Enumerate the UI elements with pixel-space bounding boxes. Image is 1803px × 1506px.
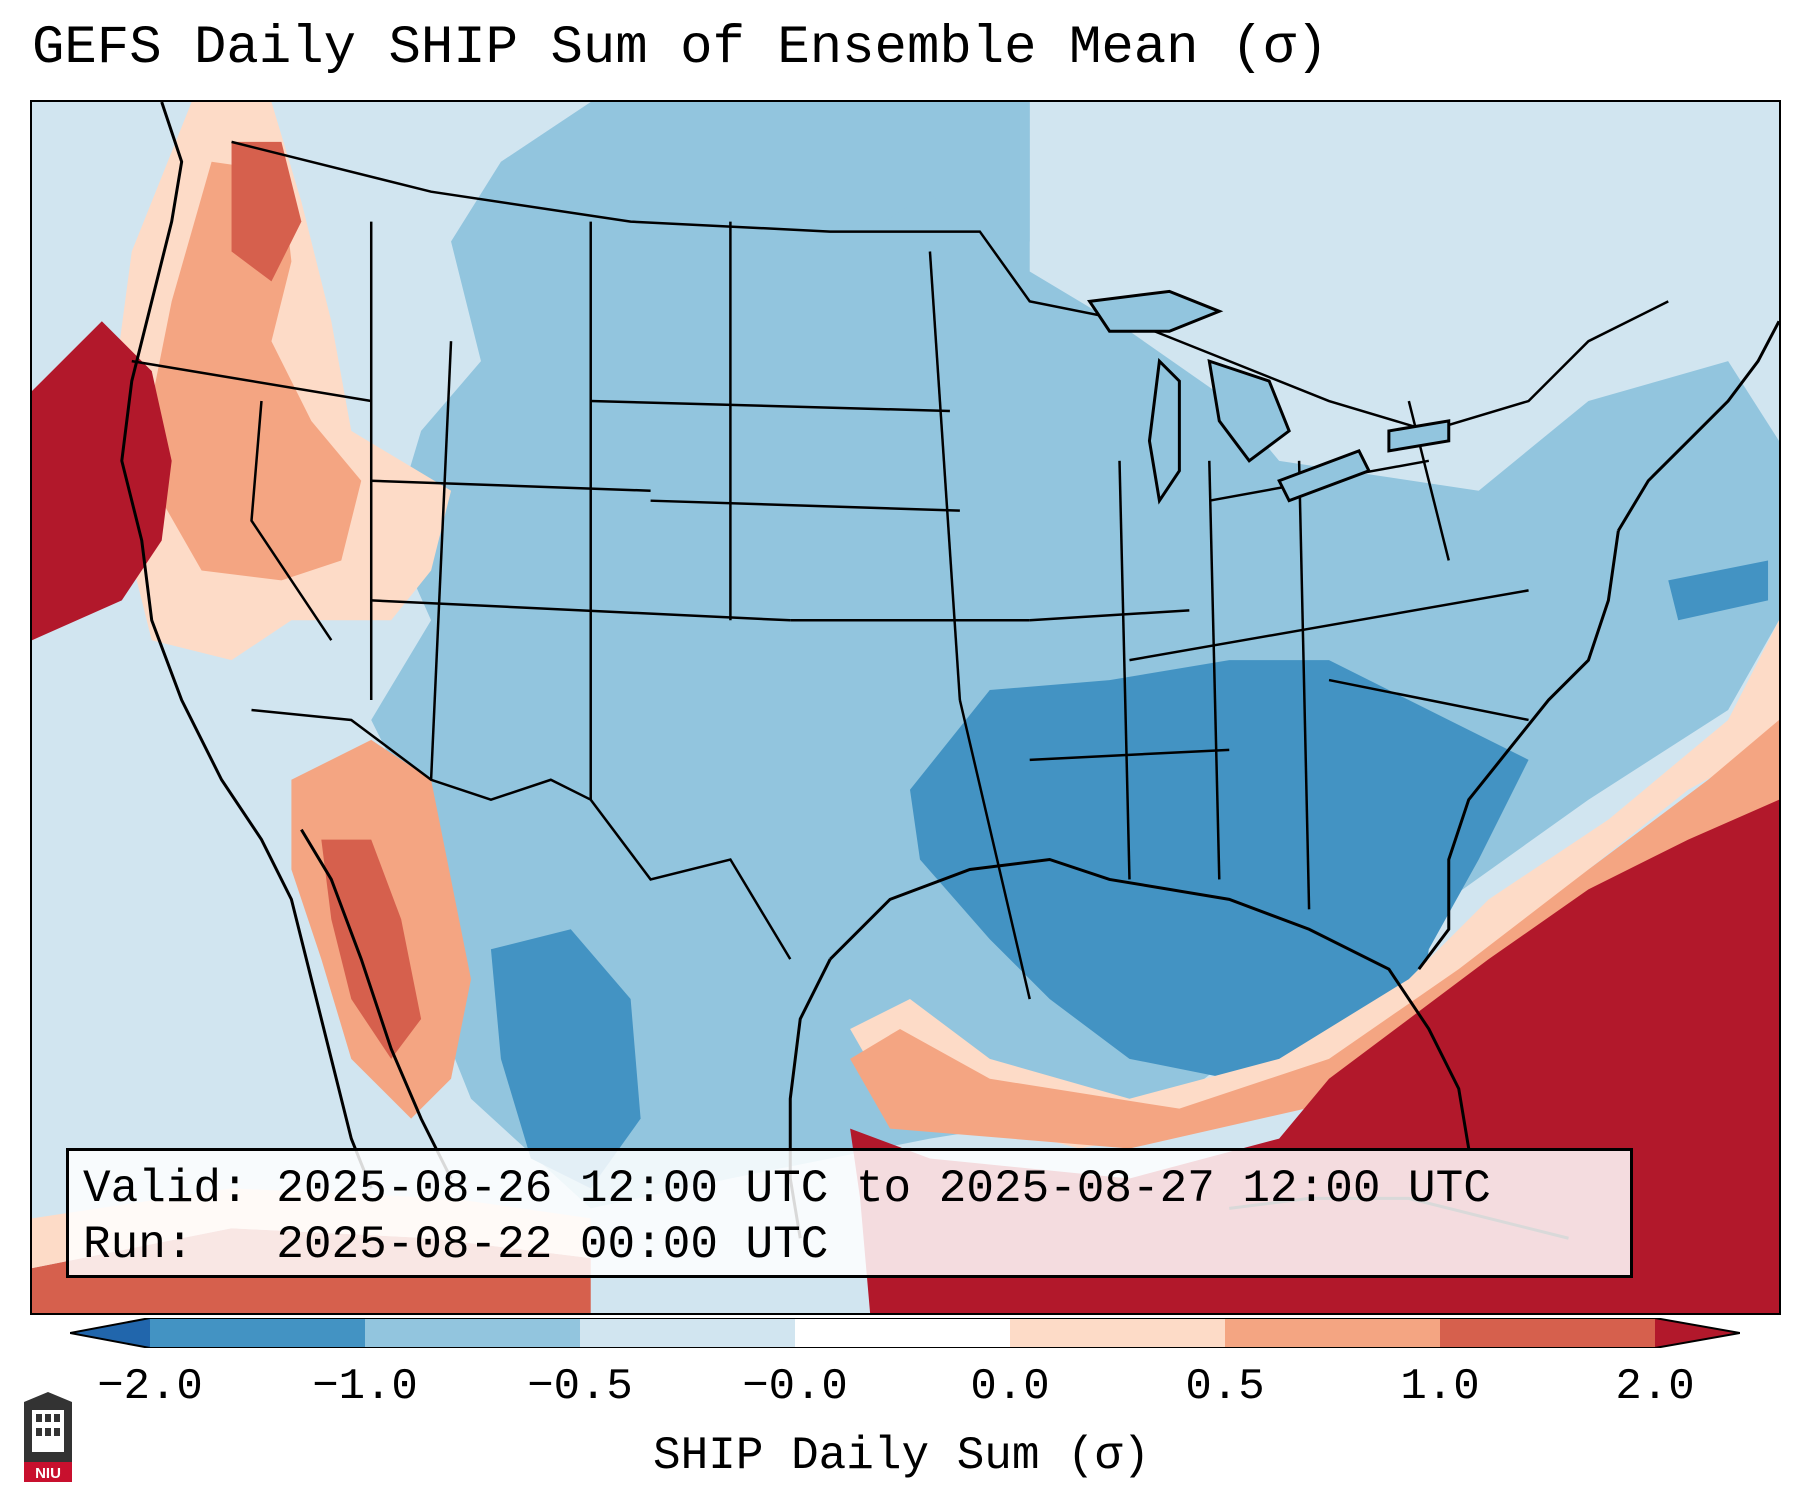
run-value: 2025-08-22 00:00 UTC	[276, 1219, 829, 1271]
colorbar	[70, 1318, 1740, 1348]
colorbar-segment-6	[1440, 1318, 1655, 1348]
us-mexico-border	[251, 708, 792, 960]
colorbar-segment-5	[1225, 1318, 1440, 1348]
colorbar-segment-0	[150, 1318, 365, 1348]
state-border-1	[131, 359, 372, 403]
map-panel	[30, 100, 1781, 1315]
colorbar-tick-0: −2.0	[97, 1362, 203, 1412]
state-border-6	[371, 599, 791, 622]
lake-ontario	[1387, 419, 1451, 453]
colorbar-label: SHIP Daily Sum (σ)	[653, 1430, 1150, 1482]
coastline-florida	[1417, 530, 1620, 971]
anomaly-red-washington	[231, 141, 302, 282]
colorbar-segment-1	[365, 1318, 580, 1348]
lake-superior	[1086, 289, 1224, 333]
coastline-west	[120, 102, 373, 1189]
chart-title: GEFS Daily SHIP Sum of Ensemble Mean (σ)	[32, 18, 1329, 79]
valid-value: 2025-08-26 12:00 UTC to 2025-08-27 12:00…	[276, 1163, 1491, 1215]
political-borders	[131, 140, 1669, 1000]
colorbar-segment-2	[580, 1318, 795, 1348]
colorbar-tick-1: −1.0	[312, 1362, 418, 1412]
state-border-16	[1118, 460, 1131, 880]
colorbar-tick-2: −0.5	[527, 1362, 633, 1412]
colorbar-tick-7: 2.0	[1615, 1362, 1695, 1412]
colorbar-extend-high	[1655, 1318, 1740, 1348]
colorbar-tick-5: 0.5	[1185, 1362, 1265, 1412]
anomaly-orange-east	[850, 719, 1779, 1149]
anomaly-dark-blue-atlantic	[1668, 560, 1769, 621]
state-border-9	[590, 399, 950, 413]
logo-text: NIU	[35, 1465, 61, 1482]
coastline-gulf	[829, 857, 1471, 1149]
coastline-east	[1617, 320, 1779, 532]
state-border-12	[928, 251, 962, 701]
state-border-19	[1129, 589, 1529, 662]
anomaly-orange-west	[151, 161, 362, 581]
anomaly-medium-blue-north	[810, 102, 1030, 242]
lake-erie	[1277, 448, 1372, 503]
state-border-5	[429, 341, 453, 780]
state-border-17	[1208, 460, 1221, 880]
state-border-15	[1029, 748, 1230, 762]
anomaly-red-baja	[321, 839, 422, 1059]
state-border-13	[958, 699, 1031, 1000]
map-canvas	[32, 102, 1779, 1313]
great-lakes	[1086, 289, 1451, 505]
lake-michigan	[1147, 357, 1181, 505]
validity-info-box: Valid: 2025-08-26 12:00 UTC to 2025-08-2…	[66, 1148, 1633, 1278]
anomaly-dark-blue-mexico	[490, 929, 641, 1189]
colorbar-segment-3	[795, 1318, 1010, 1348]
state-border-4	[371, 479, 651, 492]
state-border-10	[650, 499, 960, 512]
state-border-21	[1328, 678, 1529, 722]
lake-huron	[1207, 358, 1291, 463]
state-border-18	[1297, 460, 1311, 910]
valid-label: Valid:	[83, 1163, 249, 1215]
colorbar-tick-3: −0.0	[742, 1362, 848, 1412]
anomaly-medium-blue-region	[371, 102, 1779, 1209]
run-label: Run:	[83, 1219, 194, 1271]
coastline-baja-east	[300, 828, 453, 1180]
anomaly-red-west-coast	[32, 321, 172, 641]
colorbar-extend-low	[70, 1318, 150, 1348]
niu-logo-icon: NIU	[24, 1392, 72, 1482]
colorbar-segment-4	[1010, 1318, 1225, 1348]
colorbar-tick-4: 0.0	[970, 1362, 1050, 1412]
state-border-2	[250, 400, 333, 641]
state-border-14	[1029, 609, 1190, 622]
colorbar-tick-6: 1.0	[1400, 1362, 1480, 1412]
